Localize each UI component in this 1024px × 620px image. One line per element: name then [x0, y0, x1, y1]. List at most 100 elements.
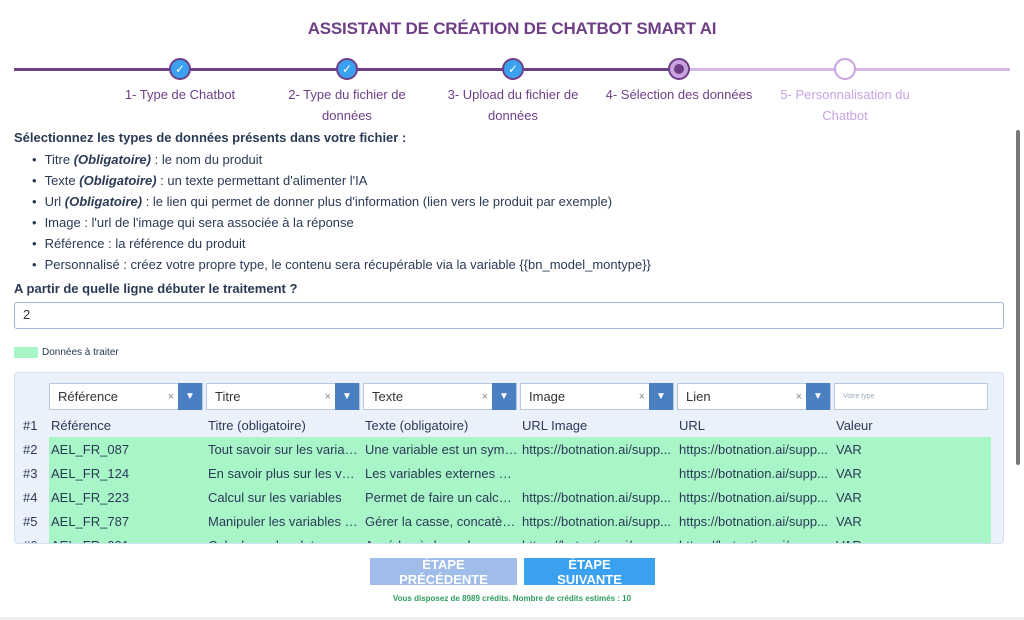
clear-icon[interactable]: × [167, 390, 174, 403]
type-item: Url (Obligatoire) : le lien qui permet d… [32, 191, 1006, 212]
instructions: Sélectionnez les types de données présen… [14, 130, 1006, 358]
row-number: #1 [23, 417, 38, 433]
check-icon: ✓ [502, 58, 524, 80]
table-row: #1 Référence Titre (obligatoire) Texte (obl… [21, 413, 991, 437]
table-cell: Titre (obligatoire) [208, 417, 306, 433]
table-cell: https://botnation.ai/supp... [520, 533, 677, 543]
credits-info: Vous disposez de 8989 crédits. Nombre de… [392, 594, 632, 603]
check-icon: ✓ [169, 58, 191, 80]
select-value: Titre [215, 389, 241, 404]
start-line-question: A partir de quelle ligne débuter le trai… [14, 281, 298, 296]
table-cell: https://botnation.ai/supp... [520, 437, 677, 461]
step-label: 2- Type du fichier de données [288, 87, 406, 123]
table-cell: Calcul sur les variables [206, 485, 363, 509]
next-step-button[interactable]: ÉTAPE SUIVANTE [524, 557, 655, 587]
table-cell: En savoir plus sur les vari... [206, 461, 363, 485]
chevron-down-icon[interactable]: ▼ [178, 383, 202, 410]
table-row: #4 AEL_FR_223 Calcul sur les variables Perm… [21, 485, 991, 509]
type-name: Personnalisé [44, 257, 120, 272]
type-desc: : la référence du produit [104, 236, 246, 251]
page-title: ASSISTANT DE CRÉATION DE CHATBOT SMART A… [307, 19, 717, 38]
table-row: #5 AEL_FR_787 Manipuler les variables de..… [21, 509, 991, 533]
table-cell: AEL_FR_223 [49, 485, 206, 509]
table-cell: Une variable est un symb... [363, 437, 520, 461]
table-cell: VAR [834, 509, 991, 533]
check-icon: ✓ [336, 58, 358, 80]
table-cell: Tout savoir sur les variabl... [206, 437, 363, 461]
type-item: Image : l'url de l'image qui sera associ… [32, 212, 1006, 233]
step-2: ✓ 2- Type du fichier de données [262, 58, 432, 126]
table-cell: AEL_FR_091 [49, 533, 206, 543]
table-cell: AEL_FR_124 [49, 461, 206, 485]
column-type-select[interactable]: Image × ▼ [520, 383, 674, 410]
column-type-select[interactable]: Référence × ▼ [49, 383, 203, 410]
table-cell: Manipuler les variables de... [206, 509, 363, 533]
step-3: ✓ 3- Upload du fichier de données [428, 58, 598, 126]
type-name: Image [44, 215, 81, 230]
row-number: #6 [21, 533, 49, 544]
column-type-select[interactable]: Texte × ▼ [363, 383, 517, 410]
chevron-down-icon[interactable]: ▼ [335, 383, 359, 410]
row-number: #4 [23, 489, 38, 505]
step-4: 4- Sélection des données [594, 58, 764, 105]
table-row: #2 AEL_FR_087 Tout savoir sur les variabl.… [21, 437, 991, 461]
type-name: Url [44, 194, 62, 209]
type-item: Référence : la référence du produit [32, 233, 1006, 254]
scrollbar[interactable] [1016, 130, 1020, 465]
step-label: 1- Type de Chatbot [124, 87, 236, 102]
table-cell: https://botnation.ai/supp... [677, 485, 834, 509]
table-cell: AEL_FR_087 [49, 437, 206, 461]
chevron-down-icon[interactable]: ▼ [649, 383, 673, 410]
table-cell [520, 461, 677, 485]
required-tag: (Obligatoire) [79, 173, 157, 188]
select-value: Référence [58, 389, 118, 404]
instructions-heading: Sélectionnez les types de données présen… [14, 130, 407, 145]
type-name: Titre [44, 152, 71, 167]
table-cell: URL [679, 417, 706, 433]
clear-icon[interactable]: × [638, 390, 645, 403]
table-cell: Gérer la casse, concatène... [363, 509, 520, 533]
previous-step-button[interactable]: ÉTAPE PRÉCÉDENTE [370, 557, 517, 587]
required-tag: (Obligatoire) [64, 194, 143, 209]
step-5: 5- Personnalisation du Chatbot [760, 58, 930, 126]
chevron-down-icon[interactable]: ▼ [492, 383, 516, 410]
column-type-select[interactable]: Lien × ▼ [677, 383, 831, 410]
table-cell: VAR [834, 461, 991, 485]
column-type-select[interactable]: Titre × ▼ [206, 383, 360, 410]
step-label: 4- Sélection des données [605, 87, 753, 102]
select-value: Image [529, 389, 566, 404]
type-desc: : le nom du produit [151, 152, 263, 167]
step-label: 3- Upload du fichier de données [447, 87, 579, 123]
legend: Données à traiter [14, 347, 1006, 358]
type-desc: : créez votre propre type, le contenu se… [119, 257, 651, 272]
step-dot-icon [834, 58, 856, 80]
table-cell: VAR [834, 437, 991, 461]
table-cell: Référence [51, 417, 111, 433]
clear-icon[interactable]: × [324, 390, 331, 403]
clear-icon[interactable]: × [481, 390, 488, 403]
legend-label: Données à traiter [42, 347, 119, 358]
table-cell: https://botnation.ai/supp... [677, 437, 834, 461]
legend-swatch [14, 347, 38, 358]
row-number: #2 [23, 441, 38, 457]
type-desc: : l'url de l'image qui sera associée à l… [80, 215, 354, 230]
type-name: Référence [44, 236, 105, 251]
type-item: Texte (Obligatoire) : un texte permettan… [32, 170, 1006, 191]
data-preview-panel: Référence × ▼ Titre × ▼ Texte × ▼ Image × ▼ Lien × ▼ Vo… [14, 372, 1004, 544]
select-value: Texte [372, 389, 404, 404]
data-table: #1 Référence Titre (obligatoire) Texte (obl… [21, 413, 991, 544]
custom-type-input[interactable]: Votre type [834, 383, 988, 410]
clear-icon[interactable]: × [795, 390, 802, 403]
table-cell: https://botnation.ai/supp... [520, 509, 677, 533]
table-cell: https://botnation.ai/supp... [677, 533, 834, 543]
table-row: #6AEL_FR_091Calculs sur les datesAccédez… [21, 533, 991, 544]
table-cell: https://botnation.ai/supp... [677, 461, 834, 485]
chevron-down-icon[interactable]: ▼ [806, 383, 830, 410]
types-list: Titre (Obligatoire) : le nom du produit T… [32, 149, 1006, 275]
table-cell: Valeur [836, 417, 873, 433]
step-dot-icon [668, 58, 690, 80]
type-name: Texte [44, 173, 76, 188]
start-line-input[interactable]: 2 [14, 302, 1004, 329]
table-cell: Les variables externes doi... [363, 461, 520, 485]
